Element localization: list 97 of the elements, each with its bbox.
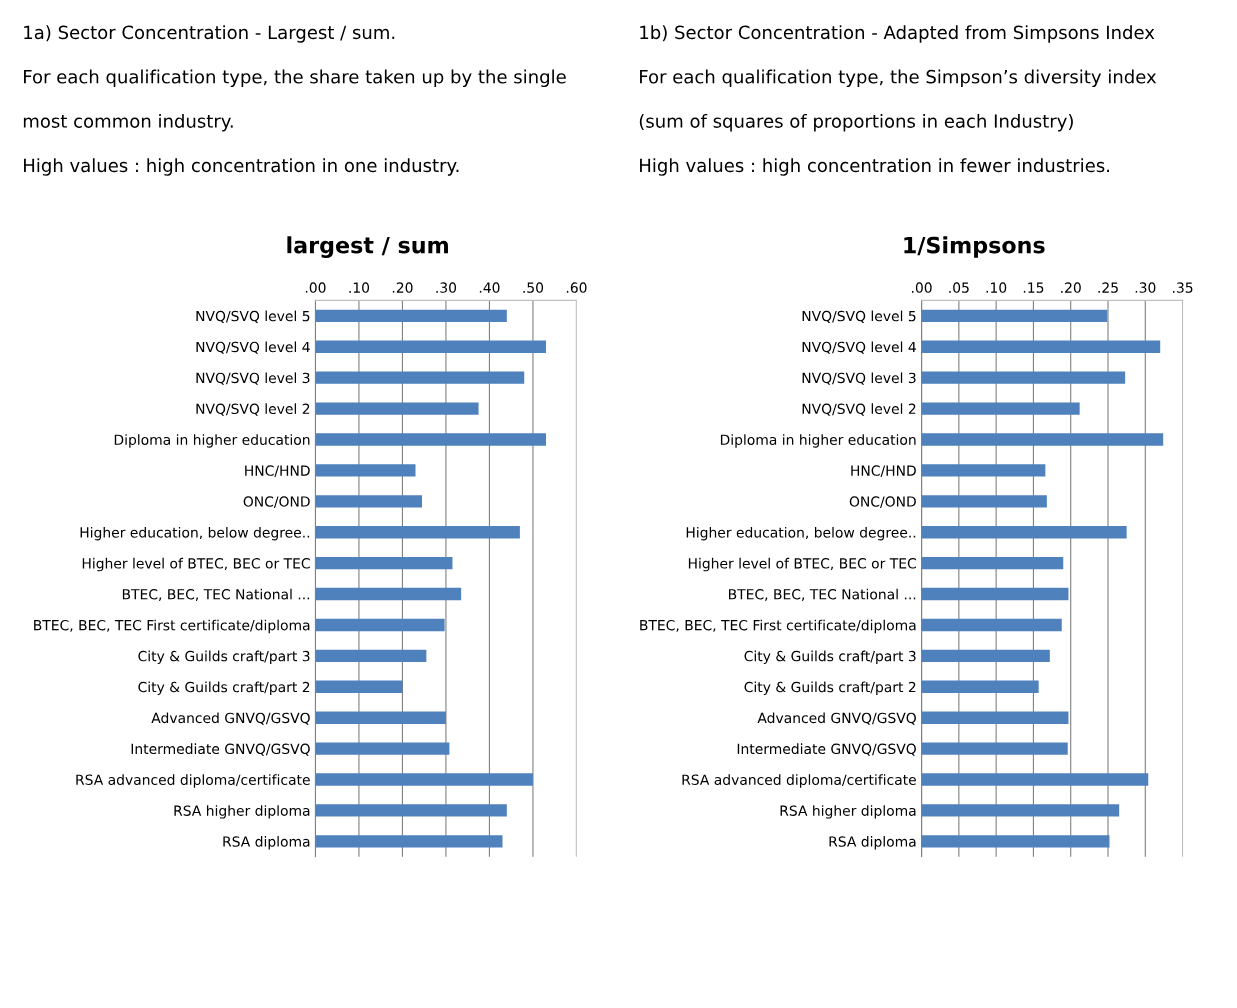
bar [921, 433, 1164, 446]
y-tick-label: HNC/HND [851, 465, 916, 477]
y-tick-label: NVQ/SVQ level 5 [196, 310, 310, 323]
bar [315, 402, 479, 415]
bar [921, 835, 1110, 848]
bar [315, 711, 446, 724]
bar [315, 309, 507, 323]
x-tick-label: .25 [1098, 282, 1118, 293]
y-tick-label: Diploma in higher education [114, 434, 310, 448]
bar [921, 742, 1068, 755]
y-tick-label: Advanced GNVQ/GSVQ [151, 712, 310, 725]
x-tick-label: .35 [1173, 282, 1193, 293]
chart-title: 1/Simpsons [904, 236, 1045, 258]
bar [921, 526, 1127, 539]
bar [315, 433, 546, 446]
text: (sum of squares of proportions in each Industry) [639, 113, 1073, 132]
y-tick-label: NVQ/SVQ level 3 [802, 372, 916, 385]
bar [921, 495, 1047, 508]
y-tick-label: NVQ/SVQ level 3 [196, 372, 310, 385]
y-tick-label: HNC/HND [245, 465, 310, 477]
bar [921, 649, 1050, 663]
x-tick-label: .60 [566, 282, 587, 293]
y-tick-label: Intermediate GNVQ/GSVQ [131, 743, 310, 756]
text: most common industry. [23, 113, 233, 132]
y-tick-label: City & Guilds craft/part 2 [138, 681, 310, 695]
y-tick-label: BTEC, BEC, TEC First certificate/diploma [34, 619, 310, 634]
bar [315, 340, 546, 353]
bar [315, 495, 423, 508]
y-tick-label: Advanced GNVQ/GSVQ [757, 712, 916, 725]
x-tick-label: .40 [479, 282, 500, 293]
bar [921, 711, 1069, 724]
y-tick-label: RSA higher diploma [174, 805, 310, 819]
bar [921, 773, 1149, 786]
y-tick-label: BTEC, BEC, TEC National ... [122, 588, 310, 601]
text: High values : high concentration in one industry. [24, 158, 459, 176]
x-tick-label: .10 [986, 282, 1007, 293]
y-tick-label: City & Guilds craft/part 3 [138, 650, 310, 665]
bar [921, 804, 1120, 817]
text: 1b) Sector Concentration - Adapted from Simpsons Index [640, 25, 1155, 43]
x-tick-label: .10 [349, 282, 370, 293]
y-tick-label: RSA advanced diploma/certificate [76, 774, 310, 788]
y-tick-label: RSA diploma [829, 836, 916, 850]
y-tick-label: NVQ/SVQ level 4 [196, 341, 310, 354]
bar [921, 340, 1161, 353]
y-tick-label: NVQ/SVQ level 4 [802, 341, 916, 354]
y-tick-label: ONC/OND [849, 496, 916, 508]
x-tick-label: .00 [912, 282, 932, 293]
text: For each qualification type, the share taken up by the single [24, 69, 566, 88]
x-tick-label: .30 [1135, 282, 1156, 293]
text: High values : high concentration in fewer industries. [640, 158, 1110, 176]
y-tick-label: Intermediate GNVQ/GSVQ [737, 743, 916, 756]
bar [315, 804, 507, 817]
bar [921, 618, 1062, 632]
bar [315, 526, 520, 539]
y-tick-label: NVQ/SVQ level 5 [802, 310, 916, 323]
bar [315, 680, 403, 693]
bar [315, 773, 533, 786]
y-tick-label: NVQ/SVQ level 2 [196, 403, 310, 416]
y-tick-label: RSA diploma [223, 836, 310, 850]
y-tick-label: Higher education, below degree.. [80, 526, 310, 541]
bar [315, 618, 445, 632]
bar [315, 649, 427, 663]
x-tick-label: .00 [305, 282, 326, 293]
x-tick-label: .30 [436, 282, 457, 293]
bar [921, 309, 1108, 323]
bar [921, 371, 1126, 384]
bar [315, 587, 462, 601]
y-tick-label: Higher education, below degree.. [686, 526, 916, 541]
y-tick-label: RSA higher diploma [780, 805, 916, 819]
y-tick-label: BTEC, BEC, TEC National ... [729, 588, 916, 601]
x-tick-label: .05 [949, 282, 969, 293]
bar [315, 371, 525, 384]
bar [921, 464, 1046, 477]
bar [315, 835, 503, 848]
x-tick-label: .20 [1061, 282, 1081, 293]
y-tick-label: ONC/OND [243, 496, 310, 508]
y-tick-label: City & Guilds craft/part 3 [744, 650, 916, 665]
text: For each qualification type, the Simpson’s diversity index [640, 69, 1157, 88]
y-tick-label: Diploma in higher education [720, 434, 916, 448]
bar [921, 556, 1064, 570]
y-tick-label: NVQ/SVQ level 2 [802, 403, 916, 416]
bar [315, 464, 416, 477]
y-tick-label: BTEC, BEC, TEC First certificate/diploma [640, 619, 916, 634]
bar [921, 680, 1039, 693]
y-tick-label: Higher level of BTEC, BEC or TEC [688, 557, 916, 572]
x-tick-label: .50 [523, 282, 544, 293]
x-tick-label: .20 [392, 282, 413, 293]
y-tick-label: RSA advanced diploma/certificate [682, 774, 916, 788]
x-tick-label: .15 [1023, 282, 1044, 293]
bar [315, 742, 450, 755]
text: 1a) Sector Concentration - Largest / sum. [24, 25, 395, 43]
y-tick-label: Higher level of BTEC, BEC or TEC [82, 557, 310, 572]
y-tick-label: City & Guilds craft/part 2 [744, 681, 916, 695]
bar [315, 556, 453, 570]
bar [921, 402, 1080, 415]
chart-title: largest / sum [287, 236, 448, 258]
bar [921, 587, 1069, 601]
